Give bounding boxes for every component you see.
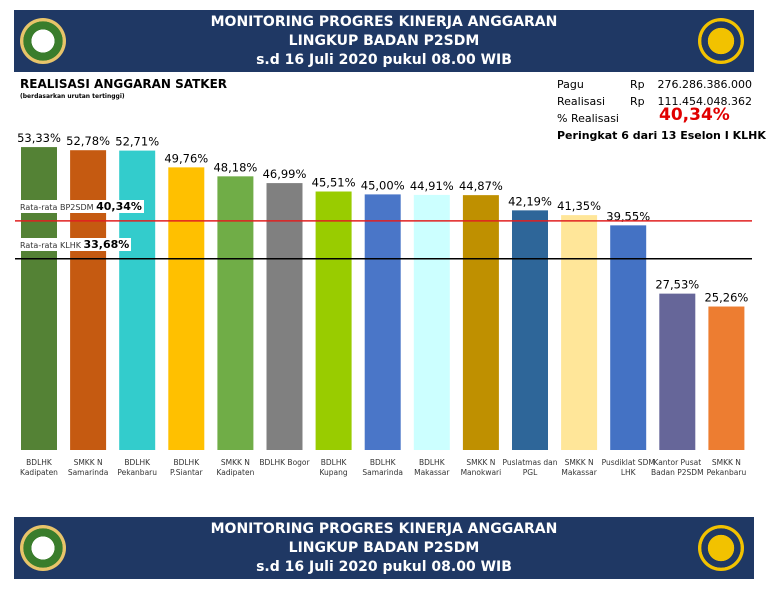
data-label: 49,76% xyxy=(164,151,208,165)
bar xyxy=(70,150,107,450)
category-label: Kadipaten xyxy=(216,468,254,477)
data-label: 44,87% xyxy=(459,179,503,193)
data-label: 53,33% xyxy=(17,131,61,145)
data-label: 39,55% xyxy=(606,209,650,223)
bar xyxy=(610,225,647,450)
bar xyxy=(708,306,745,450)
category-label: SMKK N xyxy=(565,458,594,467)
pagu-label: Pagu xyxy=(557,78,584,91)
header-line3: s.d 16 Juli 2020 pukul 08.00 WIB xyxy=(256,52,512,68)
header-line2: LINGKUP BADAN P2SDM xyxy=(288,33,480,49)
klhk-logo-icon xyxy=(20,525,66,571)
category-label: SMKK N xyxy=(712,458,741,467)
category-label: BDLHK xyxy=(419,458,446,467)
data-label: 42,19% xyxy=(508,194,552,208)
data-label: 27,53% xyxy=(655,278,699,292)
category-label: SMKK N xyxy=(466,458,495,467)
pct-realisasi-value: 40,34% xyxy=(659,105,730,125)
category-label: SMKK N xyxy=(74,458,103,467)
bar xyxy=(561,215,598,450)
category-label: Kupang xyxy=(320,468,348,477)
category-label: Makassar xyxy=(414,468,450,477)
category-label: BDLHK xyxy=(124,458,151,467)
realisasi-value: 111.454.048.362 xyxy=(657,95,752,108)
category-label: Samarinda xyxy=(68,468,109,477)
data-label: 44,91% xyxy=(410,179,454,193)
category-label: BDLHK xyxy=(370,458,397,467)
bar xyxy=(168,167,205,450)
bar xyxy=(21,147,57,450)
category-label: SMKK N xyxy=(221,458,250,467)
data-label: 41,35% xyxy=(557,199,601,213)
category-label: Manokwari xyxy=(461,468,502,477)
data-label: 52,71% xyxy=(115,135,159,149)
bar xyxy=(266,183,303,450)
category-label: Badan P2SDM xyxy=(651,468,704,477)
category-label: Pusdiklat SDM xyxy=(602,458,655,467)
header-banner: MONITORING PROGRES KINERJA ANGGARAN LING… xyxy=(14,10,754,72)
footer-banner: MONITORING PROGRES KINERJA ANGGARAN LING… xyxy=(14,517,754,579)
category-label: Pekanbaru xyxy=(707,468,747,477)
category-label: Puslatmas dan xyxy=(503,458,558,467)
avg-bp2sdm-label: Rata-rata BP2SDM 40,34% xyxy=(18,200,144,213)
realisasi-currency: Rp xyxy=(630,95,645,108)
bar xyxy=(119,150,156,451)
bar xyxy=(315,191,352,450)
data-label: 46,99% xyxy=(263,167,307,181)
category-label: Samarinda xyxy=(362,468,403,477)
data-label: 45,51% xyxy=(312,176,356,190)
bar xyxy=(512,210,548,450)
realisasi-label: Realisasi xyxy=(557,95,606,108)
chart-title: REALISASI ANGGARAN SATKER xyxy=(20,77,228,91)
category-label: LHK xyxy=(621,468,637,477)
pagu-currency: Rp xyxy=(630,78,645,91)
data-label: 45,00% xyxy=(361,178,405,192)
kemenkeu-logo-icon xyxy=(698,525,744,571)
data-label: 48,18% xyxy=(213,160,257,174)
data-label: 52,78% xyxy=(66,134,110,148)
pagu-value: 276.286.386.000 xyxy=(657,78,752,91)
category-label: BDLHK Bogor xyxy=(259,458,310,467)
category-label: BDLHK xyxy=(173,458,200,467)
bar xyxy=(462,195,499,450)
category-label: Kantor Pusat xyxy=(653,458,701,467)
pct-realisasi-label: % Realisasi xyxy=(557,112,619,125)
klhk-logo-icon xyxy=(20,18,66,64)
category-label: BDLHK xyxy=(26,458,53,467)
avg-klhk-label: Rata-rata KLHK 33,68% xyxy=(18,238,132,251)
bar xyxy=(217,176,254,451)
bar xyxy=(413,194,450,450)
category-label: BDLHK xyxy=(321,458,348,467)
chart-subtitle: (berdasarkan urutan tertinggi) xyxy=(20,93,125,100)
footer-line2: LINGKUP BADAN P2SDM xyxy=(288,540,480,556)
bar xyxy=(659,293,696,450)
category-label: Pekanbaru xyxy=(117,468,157,477)
header-line1: MONITORING PROGRES KINERJA ANGGARAN xyxy=(210,14,558,30)
footer-line1: MONITORING PROGRES KINERJA ANGGARAN xyxy=(210,521,558,537)
kemenkeu-logo-icon xyxy=(698,18,744,64)
data-label: 25,26% xyxy=(704,291,748,305)
category-label: Makassar xyxy=(561,468,597,477)
footer-line3: s.d 16 Juli 2020 pukul 08.00 WIB xyxy=(256,559,512,575)
category-label: PGL xyxy=(523,468,538,477)
category-label: P.Siantar xyxy=(170,468,203,477)
category-label: Kadipaten xyxy=(20,468,58,477)
rank-text: Peringkat 6 dari 13 Eselon I KLHK xyxy=(557,129,766,142)
bar xyxy=(364,194,401,450)
